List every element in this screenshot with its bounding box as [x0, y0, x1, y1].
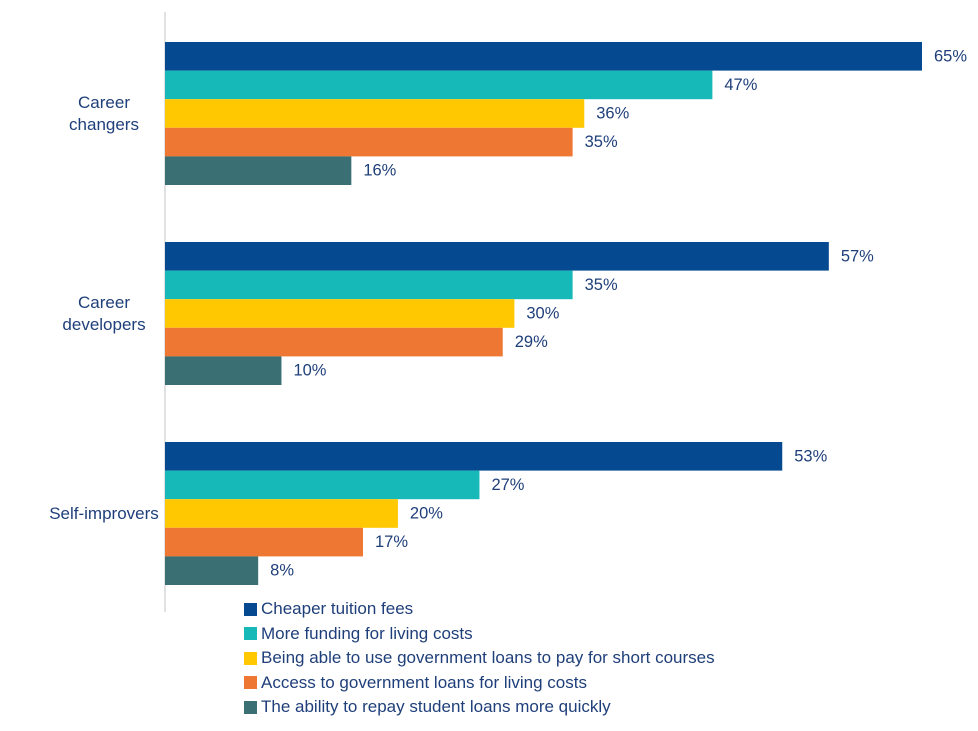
bars-layer: [165, 42, 922, 585]
data-label-cat2-series0: 53%: [794, 447, 827, 465]
bar-cat0-series0: [165, 42, 922, 71]
data-label-cat1-series0: 57%: [841, 247, 874, 265]
legend-label-1: More funding for living costs: [261, 623, 473, 643]
data-label-cat0-series3: 35%: [585, 133, 618, 151]
bar-cat0-series2: [165, 99, 585, 128]
legend-swatch-1: [244, 627, 257, 641]
legend-swatch-4: [244, 700, 257, 714]
category-label-0-line1: changers: [69, 115, 139, 134]
legend-label-2: Being able to use government loans to pa…: [261, 648, 715, 668]
bar-cat2-series2: [165, 499, 398, 528]
data-label-cat1-series2: 30%: [526, 305, 559, 323]
legend-item-0: Cheaper tuition fees: [244, 597, 715, 622]
legend-label-3: Access to government loans for living co…: [261, 672, 587, 692]
bar-cat1-series4: [165, 356, 282, 385]
data-label-cat0-series4: 16%: [363, 162, 396, 180]
data-label-cat1-series4: 10%: [293, 362, 326, 380]
category-label-0-line0: Career: [78, 93, 130, 112]
bar-cat2-series4: [165, 556, 259, 585]
legend-item-4: The ability to repay student loans more …: [244, 695, 715, 720]
bar-cat1-series3: [165, 327, 503, 357]
bar-cat1-series1: [165, 270, 573, 300]
legend-swatch-3: [244, 676, 257, 690]
data-label-cat2-series1: 27%: [491, 476, 524, 494]
bar-cat1-series0: [165, 242, 829, 271]
bar-cat0-series1: [165, 70, 713, 100]
category-label-2-line0: Self-improvers: [49, 504, 159, 523]
bar-cat2-series1: [165, 470, 480, 500]
legend-item-2: Being able to use government loans to pa…: [244, 646, 715, 671]
data-label-cat2-series3: 17%: [375, 533, 408, 551]
category-label-1-line0: Career: [78, 293, 130, 312]
legend-swatch-0: [244, 602, 257, 616]
bar-cat2-series3: [165, 527, 363, 557]
category-label-1-line1: developers: [62, 315, 145, 334]
data-label-cat2-series2: 20%: [410, 505, 443, 523]
data-label-cat1-series3: 29%: [515, 333, 548, 351]
bar-cat1-series2: [165, 299, 515, 328]
data-label-cat2-series4: 8%: [270, 562, 294, 580]
labels-layer: 65% 47% 36% 35% 16% Career changers 57% 35% 30% 29…: [49, 47, 967, 579]
legend-item-3: Access to government loans for living co…: [244, 671, 715, 696]
data-label-cat0-series2: 36%: [596, 105, 629, 123]
bar-cat0-series3: [165, 127, 573, 157]
legend-swatch-2: [244, 651, 257, 665]
legend-label-4: The ability to repay student loans more …: [261, 697, 611, 717]
legend: Cheaper tuition fees More funding for liv…: [244, 597, 715, 720]
legend-label-0: Cheaper tuition fees: [261, 599, 414, 619]
data-label-cat0-series0: 65%: [934, 47, 967, 65]
data-label-cat1-series1: 35%: [585, 276, 618, 294]
legend-item-1: More funding for living costs: [244, 622, 715, 647]
data-label-cat0-series1: 47%: [724, 76, 757, 94]
bar-cat2-series0: [165, 442, 783, 471]
bar-cat0-series4: [165, 156, 352, 185]
